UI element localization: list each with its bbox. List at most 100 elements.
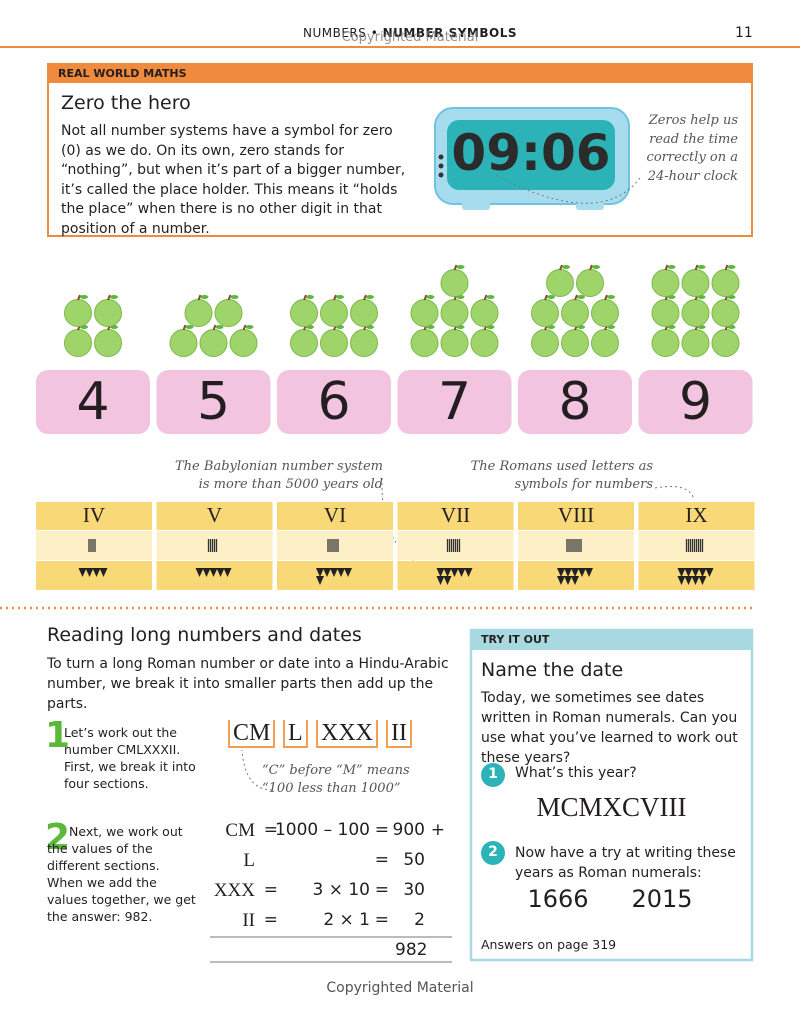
apple-stem	[333, 294, 337, 301]
apple-leaf	[456, 265, 465, 269]
apple	[350, 299, 378, 327]
wedge	[330, 568, 338, 577]
roman-cell	[36, 502, 152, 530]
apple	[320, 329, 348, 357]
apple-leaf	[366, 295, 374, 299]
wedge	[698, 576, 707, 585]
digit: 9	[678, 372, 713, 432]
wedge	[684, 576, 693, 585]
apple	[591, 299, 619, 327]
apple	[320, 299, 348, 327]
digit-card	[638, 370, 753, 434]
arrow	[494, 174, 641, 204]
question: Now have a try at writing these years as…	[515, 845, 736, 881]
wedge	[571, 568, 579, 577]
apple-leaf	[547, 295, 555, 299]
wedge	[85, 568, 94, 577]
apple	[711, 329, 740, 357]
apple-leaf	[230, 295, 239, 299]
equation-cell: 3 × 10	[312, 880, 371, 900]
apple	[440, 269, 469, 297]
apple	[651, 329, 680, 357]
clock-screen	[447, 120, 615, 190]
digit-card	[277, 370, 391, 434]
apple-leaf	[426, 295, 435, 299]
equation-cell: +	[430, 820, 445, 840]
question: What’s this year?	[515, 765, 637, 781]
roman-cell	[518, 502, 634, 530]
equation-cell: II	[242, 910, 255, 931]
try-band	[471, 630, 752, 650]
apple-leaf	[306, 295, 314, 299]
apple-stem	[182, 324, 187, 331]
wedge	[677, 568, 686, 577]
cuneiform-cell	[397, 561, 514, 590]
apple-leaf	[697, 265, 706, 269]
apple	[410, 329, 439, 357]
roman-cell	[397, 502, 514, 530]
equation-cell: 30	[403, 880, 425, 900]
year: 1666	[527, 885, 589, 913]
apple-leaf	[110, 295, 118, 299]
apple	[94, 299, 122, 327]
equation-cell: =	[374, 820, 389, 840]
step-text: Next, we work out the values of the diff…	[47, 824, 196, 924]
roman-numeral: VI	[323, 503, 347, 527]
apple	[229, 329, 258, 357]
digit-card	[36, 370, 150, 434]
apple	[440, 299, 469, 327]
equation-cell: =	[263, 880, 278, 900]
apple	[591, 329, 619, 357]
wedge	[216, 568, 225, 577]
apple	[531, 329, 559, 357]
apple-stem	[694, 264, 699, 271]
apple-stem	[242, 324, 247, 331]
wedge	[195, 568, 204, 577]
wedge	[337, 568, 345, 577]
page-number: 11	[735, 25, 753, 41]
apple	[651, 269, 680, 297]
equation-cell: =	[374, 910, 389, 930]
apple-leaf	[336, 295, 344, 299]
wedge	[436, 568, 445, 577]
digit: 5	[196, 372, 231, 432]
apple	[711, 299, 740, 327]
roman-part: II	[386, 720, 412, 748]
apple	[561, 299, 589, 327]
apple-leaf	[577, 295, 585, 299]
box-band	[48, 64, 752, 83]
apple-stem	[197, 294, 202, 301]
badge-number: 2	[488, 844, 498, 860]
intro: To turn a long Roman number or date into…	[47, 656, 449, 712]
apple-leaf	[245, 325, 254, 329]
tally-cell	[36, 531, 152, 560]
apple	[681, 329, 710, 357]
apple-leaf	[607, 295, 615, 299]
apple	[681, 299, 710, 327]
digit: 6	[317, 372, 351, 432]
wedge	[457, 568, 466, 577]
wedge	[209, 568, 218, 577]
apple-leaf	[562, 265, 570, 269]
box-text: Not all number systems have a symbol for…	[61, 123, 406, 237]
clock-note: Zeros help us read the time correctly on…	[646, 113, 738, 184]
roman-numeral: VIII	[557, 503, 595, 527]
equation-cell: CM	[225, 820, 255, 841]
apple-stem	[559, 264, 563, 271]
badge	[481, 763, 505, 787]
apple	[64, 329, 92, 357]
apple-stem	[453, 264, 458, 271]
answers-note: Answers on page 319	[481, 937, 617, 952]
cuneiform-cell	[518, 561, 634, 590]
apple-leaf	[200, 295, 209, 299]
tally-cell	[277, 531, 393, 560]
wedge	[578, 568, 586, 577]
dot	[438, 163, 444, 169]
apple	[214, 299, 243, 327]
apple-stem	[589, 264, 593, 271]
arrow	[654, 486, 695, 501]
clock-foot	[462, 200, 490, 210]
apple-stem	[483, 294, 488, 301]
clock-foot	[576, 200, 604, 210]
